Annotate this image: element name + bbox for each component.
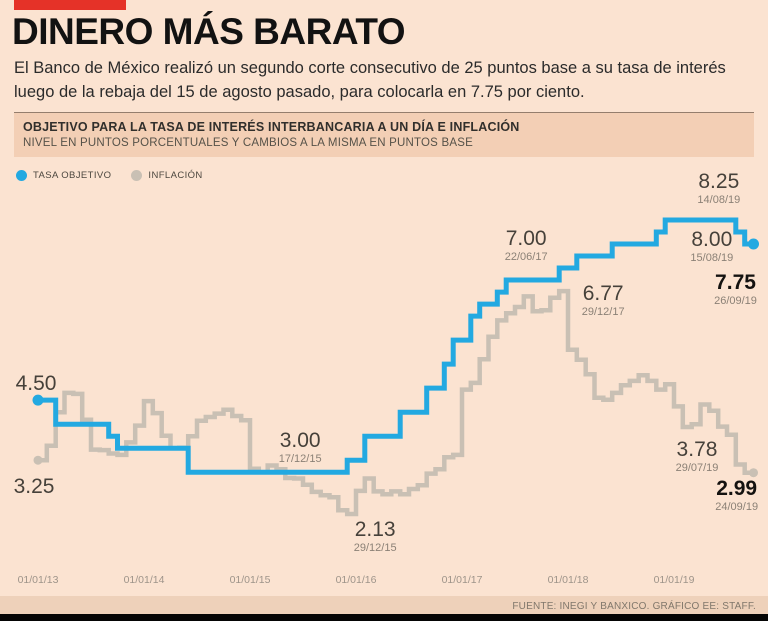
- x-axis-tick-label: 01/01/19: [653, 574, 695, 586]
- annotation-value: 7.00: [505, 227, 547, 251]
- annotation-value: 6.77: [582, 282, 624, 306]
- annotation-date: 15/08/19: [690, 252, 734, 264]
- source-text: FUENTE: INEGI Y BANXICO. GRÁFICO EE: STA…: [512, 601, 756, 612]
- chart-title: OBJETIVO PARA LA TASA DE INTERÉS INTERBA…: [23, 120, 520, 134]
- chart-annotation: 3.00 17/12/15: [279, 430, 322, 466]
- bottom-rule: [0, 614, 768, 621]
- chart-annotation: 8.00 15/08/19: [690, 229, 733, 265]
- source-band: FUENTE: INEGI Y BANXICO. GRÁFICO EE: STA…: [0, 596, 768, 614]
- inflacion-endpoint-dot: [749, 468, 758, 478]
- chart-subtitle: NIVEL EN PUNTOS PORCENTUALES Y CAMBIOS A…: [23, 137, 473, 149]
- annotation-value: 8.00: [691, 228, 733, 251]
- legend-label: TASA OBJETIVO: [33, 170, 112, 181]
- annotation-date: 29/07/19: [675, 461, 719, 474]
- annotation-value: 2.13: [354, 518, 396, 541]
- chart-header-band: OBJETIVO PARA LA TASA DE INTERÉS INTERBA…: [14, 112, 754, 157]
- legend-dot-icon: [131, 170, 143, 181]
- annotation-date: 29/12/15: [353, 542, 397, 554]
- chart-annotation: 8.25 14/08/19: [697, 171, 740, 207]
- page-subtitle: El Banco de México realizó un segundo co…: [14, 59, 726, 101]
- legend-dot-icon: [16, 170, 27, 181]
- tasa-objetivo-endpoint-dot: [748, 238, 759, 250]
- annotation-date: 22/06/17: [504, 251, 548, 264]
- annotation-date: 26/09/19: [714, 295, 757, 308]
- annotation-value: 2.99: [716, 476, 758, 500]
- x-axis-tick-label: 01/01/14: [123, 574, 165, 586]
- chart-annotation: 3.25: [14, 476, 55, 498]
- x-axis-tick-label: 01/01/18: [547, 574, 589, 586]
- inflacion-endpoint-dot: [33, 455, 43, 465]
- chart-annotation: 2.13 29/12/15: [354, 519, 397, 555]
- x-axis-tick-label: 01/01/15: [229, 574, 271, 586]
- annotation-value: 7.75: [715, 271, 756, 295]
- chart-annotation: 3.78 29/07/19: [675, 437, 719, 475]
- annotation-date: 24/09/19: [715, 500, 759, 513]
- x-axis-tick-label: 01/01/17: [441, 574, 483, 586]
- legend-label: INFLACIÓN: [148, 170, 203, 181]
- legend-item: TASA OBJETIVO: [16, 170, 111, 181]
- brand-red-bar: [14, 0, 126, 10]
- annotation-value: 8.25: [698, 170, 740, 193]
- chart-annotation: 7.75 26/09/19: [714, 272, 757, 308]
- annotation-value: 4.50: [15, 372, 57, 396]
- annotation-value: 3.78: [676, 437, 718, 461]
- chart-annotation: 4.50: [16, 373, 57, 395]
- tasa-objetivo-endpoint-dot: [32, 394, 44, 406]
- chart-annotation: 2.99 24/09/19: [715, 476, 759, 514]
- annotation-value: 3.25: [13, 475, 55, 499]
- annotation-value: 3.00: [279, 429, 321, 453]
- annotation-date: 17/12/15: [278, 453, 322, 466]
- chart-annotation: 7.00 22/06/17: [505, 228, 548, 264]
- x-axis-tick-label: 01/01/13: [17, 574, 59, 586]
- inflacion-line: [38, 288, 754, 517]
- x-axis: 01/01/13 01/01/14 01/01/15 01/01/16 01/01/17…: [0, 570, 768, 592]
- annotation-date: 14/08/19: [697, 194, 741, 206]
- page-title: DINERO MÁS BARATO: [12, 11, 406, 52]
- chart-annotation: 6.77 29/12/17: [582, 283, 625, 319]
- legend-item: INFLACIÓN: [131, 170, 202, 181]
- chart-canvas: [32, 217, 759, 517]
- x-axis-tick-label: 01/01/16: [335, 574, 377, 586]
- step-chart: 4.50 3.25 3.00 17/12/15 2.13 29/12/15 7.00 22/0…: [0, 171, 768, 570]
- annotation-date: 29/12/17: [581, 306, 625, 319]
- chart-legend: TASA OBJETIVO INFLACIÓN: [16, 170, 203, 181]
- tasa-objetivo-line: [38, 217, 754, 475]
